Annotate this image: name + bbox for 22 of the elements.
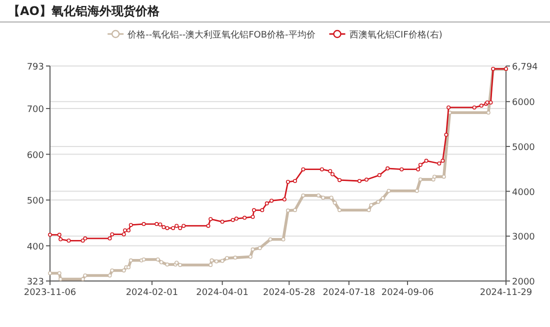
legend-label: 西澳氧化铝CIF价格(右) [349, 30, 442, 40]
x-tick-label: 2023-11-06 [24, 288, 76, 298]
y2-tick-label: 5000 [512, 142, 536, 153]
y-tick-label: 323 [26, 278, 44, 288]
y2-tick-label: 2000 [512, 278, 536, 288]
y-tick-label: 500 [26, 196, 44, 207]
x-tick-label: 2024-11-29 [480, 288, 532, 298]
y2-tick-label: 3000 [512, 232, 536, 243]
legend-label: 价格--氧化铝--澳大利亚氧化铝FOB价格-平均价 [126, 30, 316, 40]
y-tick-label: 400 [26, 242, 44, 252]
x-tick-label: 2024-05-28 [262, 288, 316, 298]
y2-tick-label: 4000 [512, 188, 536, 198]
x-tick-label: 2024-07-18 [322, 288, 376, 298]
y-tick-label: 700 [26, 105, 44, 116]
chart-title: 【AO】氧化铝海外现货价格 [8, 4, 160, 18]
y2-tick-label: 6000 [512, 98, 536, 108]
y-tick-label: 793 [26, 62, 44, 72]
y2-tick-label: 6,794 [512, 62, 538, 72]
x-tick-label: 2024-09-06 [381, 288, 434, 298]
y-tick-label: 600 [26, 150, 44, 161]
x-tick-label: 2024-02-01 [126, 288, 178, 298]
x-tick-label: 2024-04-01 [196, 288, 248, 298]
